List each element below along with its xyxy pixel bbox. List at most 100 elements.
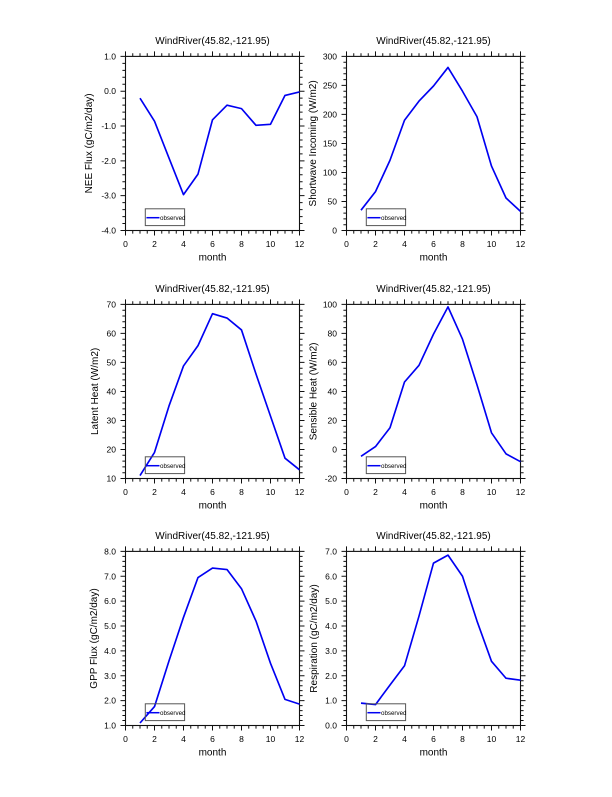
svg-text:4: 4: [181, 734, 186, 744]
svg-text:WindRiver(45.82,-121.95): WindRiver(45.82,-121.95): [376, 531, 491, 542]
svg-text:4: 4: [181, 487, 186, 497]
svg-text:-2.0: -2.0: [101, 156, 116, 166]
svg-text:observed: observed: [160, 710, 186, 717]
svg-text:GPP Flux (gC/m2/day): GPP Flux (gC/m2/day): [89, 588, 100, 688]
svg-text:5.0: 5.0: [104, 621, 116, 631]
svg-text:observed: observed: [160, 215, 186, 222]
svg-text:Latent Heat (W/m2): Latent Heat (W/m2): [90, 348, 101, 435]
svg-text:month: month: [199, 501, 227, 512]
svg-text:Respiration (gC/m2/day): Respiration (gC/m2/day): [309, 584, 320, 692]
svg-text:10: 10: [266, 734, 276, 744]
svg-text:0: 0: [344, 487, 349, 497]
svg-text:6: 6: [210, 734, 215, 744]
svg-text:10: 10: [107, 474, 117, 484]
svg-text:4.0: 4.0: [104, 646, 116, 656]
svg-text:6: 6: [431, 239, 436, 249]
svg-text:6: 6: [431, 734, 436, 744]
svg-text:8.0: 8.0: [104, 546, 116, 556]
svg-text:-20: -20: [325, 474, 338, 484]
svg-text:12: 12: [295, 239, 305, 249]
svg-text:60: 60: [328, 357, 338, 367]
svg-text:WindRiver(45.82,-121.95): WindRiver(45.82,-121.95): [376, 36, 491, 47]
svg-text:30: 30: [107, 416, 117, 426]
svg-text:observed: observed: [381, 710, 407, 717]
svg-text:12: 12: [516, 487, 526, 497]
svg-text:-4.0: -4.0: [101, 226, 116, 236]
svg-text:8: 8: [239, 239, 244, 249]
svg-text:8: 8: [239, 487, 244, 497]
svg-text:6: 6: [210, 239, 215, 249]
svg-text:200: 200: [323, 109, 337, 119]
svg-text:1.0: 1.0: [104, 721, 116, 731]
svg-text:NEE Flux (gC/m2/day): NEE Flux (gC/m2/day): [84, 93, 95, 193]
svg-text:month: month: [420, 253, 448, 264]
svg-text:-3.0: -3.0: [101, 191, 116, 201]
svg-text:3.0: 3.0: [104, 671, 116, 681]
svg-text:WindRiver(45.82,-121.95): WindRiver(45.82,-121.95): [155, 531, 270, 542]
svg-text:month: month: [199, 253, 227, 264]
svg-text:2.0: 2.0: [325, 671, 337, 681]
svg-text:10: 10: [487, 734, 497, 744]
svg-text:12: 12: [295, 487, 305, 497]
svg-text:4.0: 4.0: [325, 621, 337, 631]
svg-text:8: 8: [460, 734, 465, 744]
svg-text:4: 4: [402, 487, 407, 497]
svg-text:8: 8: [460, 487, 465, 497]
svg-text:month: month: [420, 748, 448, 759]
svg-text:WindRiver(45.82,-121.95): WindRiver(45.82,-121.95): [155, 36, 270, 47]
svg-text:100: 100: [323, 299, 337, 309]
svg-text:50: 50: [328, 197, 338, 207]
svg-text:12: 12: [295, 734, 305, 744]
svg-text:8: 8: [239, 734, 244, 744]
svg-text:WindRiver(45.82,-121.95): WindRiver(45.82,-121.95): [155, 284, 270, 295]
svg-text:6: 6: [210, 487, 215, 497]
svg-text:2: 2: [152, 734, 157, 744]
svg-text:0: 0: [344, 239, 349, 249]
svg-text:5.0: 5.0: [325, 596, 337, 606]
svg-text:0: 0: [123, 734, 128, 744]
svg-text:40: 40: [107, 386, 117, 396]
svg-text:Shortwave Incoming (W/m2): Shortwave Incoming (W/m2): [308, 80, 319, 206]
svg-text:0: 0: [123, 487, 128, 497]
svg-text:40: 40: [328, 386, 338, 396]
svg-text:1.0: 1.0: [104, 51, 116, 61]
svg-text:2: 2: [373, 487, 378, 497]
svg-text:0.0: 0.0: [325, 721, 337, 731]
svg-text:month: month: [199, 748, 227, 759]
svg-text:2: 2: [152, 487, 157, 497]
svg-text:50: 50: [107, 357, 117, 367]
svg-text:10: 10: [487, 487, 497, 497]
svg-text:70: 70: [107, 299, 117, 309]
svg-text:WindRiver(45.82,-121.95): WindRiver(45.82,-121.95): [376, 284, 491, 295]
svg-text:Sensible Heat (W/m2): Sensible Heat (W/m2): [309, 342, 320, 440]
svg-text:12: 12: [516, 734, 526, 744]
svg-text:20: 20: [107, 445, 117, 455]
svg-text:2: 2: [152, 239, 157, 249]
svg-text:80: 80: [328, 328, 338, 338]
svg-text:250: 250: [323, 80, 337, 90]
svg-text:0: 0: [332, 445, 337, 455]
svg-text:7.0: 7.0: [325, 546, 337, 556]
svg-text:7.0: 7.0: [104, 571, 116, 581]
svg-text:3.0: 3.0: [325, 646, 337, 656]
svg-text:8: 8: [460, 239, 465, 249]
svg-text:4: 4: [402, 239, 407, 249]
svg-text:observed: observed: [160, 463, 186, 470]
svg-text:6.0: 6.0: [325, 571, 337, 581]
svg-text:4: 4: [402, 734, 407, 744]
svg-text:1.0: 1.0: [325, 696, 337, 706]
svg-text:100: 100: [323, 168, 337, 178]
svg-text:4: 4: [181, 239, 186, 249]
svg-text:observed: observed: [381, 463, 407, 470]
svg-text:2: 2: [373, 734, 378, 744]
svg-text:0: 0: [344, 734, 349, 744]
svg-text:12: 12: [516, 239, 526, 249]
svg-text:6.0: 6.0: [104, 596, 116, 606]
svg-text:0: 0: [332, 226, 337, 236]
svg-text:0.0: 0.0: [104, 86, 116, 96]
svg-text:6: 6: [431, 487, 436, 497]
svg-text:150: 150: [323, 138, 337, 148]
svg-text:0: 0: [123, 239, 128, 249]
svg-text:2.0: 2.0: [104, 696, 116, 706]
svg-text:10: 10: [266, 239, 276, 249]
